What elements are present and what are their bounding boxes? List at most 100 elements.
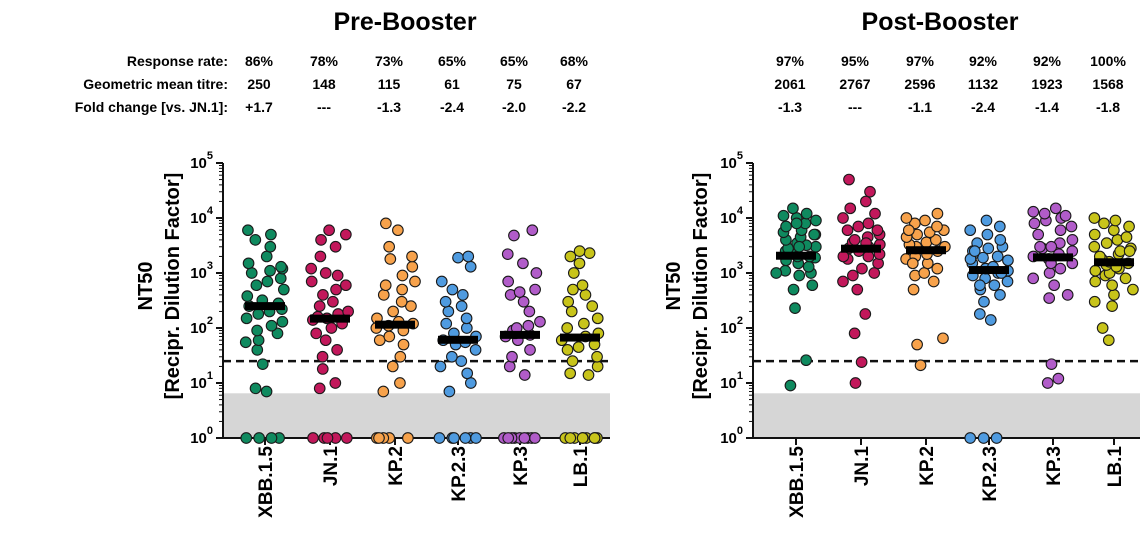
data-point [240, 312, 253, 325]
data-point [1048, 279, 1060, 292]
fold-change-value: -2.0 [502, 99, 526, 115]
fold-change-value: +1.7 [245, 99, 273, 115]
stats-row-gmt: 250 148 115 61 75 67 [247, 76, 582, 92]
response-rate-label: Response rate: [127, 53, 228, 69]
data-point [469, 344, 482, 356]
data-point [331, 344, 343, 356]
data-point [405, 300, 417, 312]
data-point [440, 317, 453, 330]
y-axis-label-line1: NT50 [663, 262, 685, 311]
y-tick-exponent: 4 [737, 205, 744, 217]
data-point [810, 214, 822, 227]
data-point [1043, 292, 1056, 304]
data-point [851, 283, 864, 296]
y-axis-label-line2: [Recipr. Dilution Factor] [690, 173, 712, 400]
data-point [900, 212, 913, 224]
y-tick-label: 103 [190, 260, 213, 282]
data-point [392, 224, 404, 237]
data-point [340, 432, 353, 444]
data-point [460, 322, 473, 334]
data-point [868, 267, 881, 279]
category-label: KP.2.3 [980, 446, 1001, 502]
y-tick-label: 100 [720, 425, 743, 447]
data-point [991, 250, 1004, 263]
fold-change-value: -1.8 [1096, 99, 1120, 115]
data-point [588, 432, 601, 444]
data-point [503, 360, 516, 373]
gmt-value: 148 [312, 76, 336, 92]
data-point [1123, 220, 1135, 233]
data-point [319, 334, 332, 347]
y-tick-label: 105 [720, 150, 743, 172]
data-point [1089, 264, 1102, 277]
data-point [313, 300, 326, 312]
data-point [277, 283, 290, 296]
data-point [1088, 295, 1101, 308]
data-point [1061, 289, 1074, 301]
data-point [316, 350, 329, 363]
data-point [994, 234, 1007, 246]
data-point [964, 432, 977, 444]
data-point [1043, 267, 1056, 279]
data-point [274, 272, 287, 285]
data-point [906, 257, 919, 270]
data-point [1100, 237, 1113, 249]
y-tick-exponent: 2 [737, 315, 743, 327]
data-point [522, 319, 535, 332]
response-rate-value: 86% [245, 53, 274, 69]
data-point [513, 286, 526, 298]
data-point [1054, 262, 1067, 275]
data-point [443, 385, 456, 398]
data-point [251, 344, 264, 356]
data-point [1088, 228, 1101, 241]
gmt-value: 1923 [1031, 76, 1062, 92]
data-point [837, 250, 850, 263]
y-tick-exponent: 3 [737, 260, 743, 272]
data-point [931, 262, 944, 275]
y-tick-exponent: 3 [207, 260, 213, 272]
data-point [860, 195, 872, 208]
data-point [386, 360, 399, 373]
y-tick-exponent: 0 [737, 425, 743, 437]
data-point [523, 305, 536, 318]
data-point [591, 350, 603, 363]
median-bar [969, 266, 1009, 275]
response-rate-value: 95% [841, 53, 870, 69]
data-point [937, 332, 949, 345]
data-point [339, 228, 352, 241]
data-point [1107, 224, 1120, 237]
data-point [1098, 217, 1110, 230]
data-point [564, 432, 577, 444]
gmt-value: 1568 [1092, 76, 1123, 92]
data-point [988, 279, 1001, 292]
data-point [340, 279, 352, 292]
median-bar [245, 302, 285, 311]
data-point [1127, 283, 1139, 296]
data-point [325, 322, 338, 334]
detection-limit-band [753, 393, 1140, 438]
data-point [446, 283, 459, 296]
data-point [1059, 209, 1072, 222]
stats-row-response-rate: 86% 78% 73% 65% 65% 68% [245, 53, 589, 69]
gmt-value: 2061 [774, 76, 805, 92]
y-tick-label: 104 [190, 205, 214, 227]
data-point [1027, 205, 1040, 218]
stats-row-fold-change: +1.7 --- -1.3 -2.4 -2.0 -2.2 [245, 99, 586, 115]
data-point [377, 289, 390, 301]
data-point [847, 269, 859, 282]
data-point [394, 377, 406, 389]
gmt-value: 250 [247, 76, 271, 92]
median-bar [310, 314, 350, 323]
data-point [250, 279, 263, 292]
fold-change-value: --- [848, 99, 862, 115]
category-label: KP.3 [511, 446, 532, 486]
data-point [534, 315, 546, 328]
data-point [806, 279, 819, 292]
data-point [576, 432, 589, 444]
gmt-value: 75 [506, 76, 522, 92]
fold-change-value: -2.2 [562, 99, 586, 115]
data-point [572, 341, 585, 353]
data-point [1106, 279, 1118, 292]
